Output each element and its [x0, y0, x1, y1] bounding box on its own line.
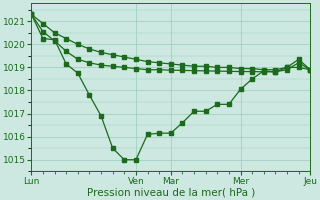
X-axis label: Pression niveau de la mer( hPa ): Pression niveau de la mer( hPa )	[87, 187, 255, 197]
